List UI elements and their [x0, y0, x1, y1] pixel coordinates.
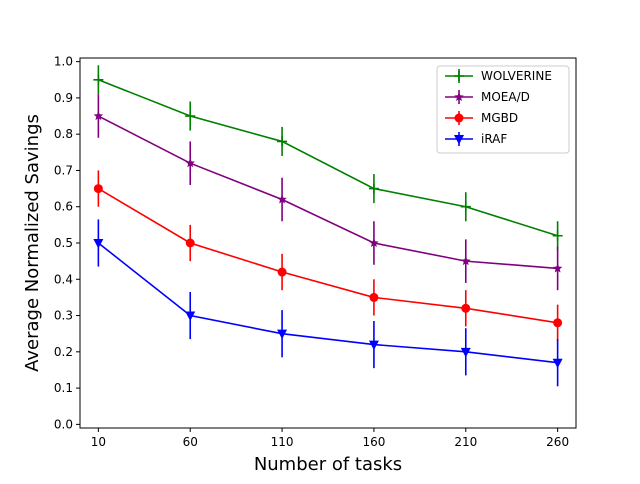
x-tick-label: 260 [546, 435, 569, 449]
series-moea-d [93, 94, 563, 291]
series-iraf [93, 219, 563, 387]
y-tick-label: 0.7 [54, 163, 73, 177]
legend-label: iRAF [481, 132, 507, 146]
legend-item: MOEA/D [445, 90, 530, 104]
data-point [93, 111, 104, 121]
series-wolverine [93, 65, 563, 251]
plot-marks [93, 65, 563, 387]
y-tick-label: 0.4 [54, 272, 73, 286]
data-point [185, 311, 196, 322]
data-point [553, 318, 563, 328]
data-point [93, 184, 103, 194]
y-tick-label: 0.5 [54, 236, 73, 250]
y-tick-label: 0.1 [54, 381, 73, 395]
data-point [461, 256, 471, 266]
data-point [552, 358, 563, 369]
y-tick-label: 0.0 [54, 417, 73, 431]
data-point [185, 158, 195, 168]
data-point [93, 74, 104, 85]
x-tick-label: 110 [271, 435, 294, 449]
data-point [369, 238, 379, 248]
data-point [460, 347, 471, 358]
data-point [185, 111, 196, 122]
data-point [185, 238, 195, 248]
x-tick-label: 160 [362, 435, 385, 449]
series-line [97, 242, 558, 364]
y-tick-label: 0.9 [54, 91, 73, 105]
x-axis: 10 60 110 160 210 260 [91, 428, 569, 449]
data-point [277, 194, 287, 204]
legend-marker [454, 92, 464, 102]
legend-marker [454, 113, 464, 123]
x-tick-label: 210 [454, 435, 477, 449]
data-point [277, 136, 288, 147]
x-tick-label: 10 [91, 435, 106, 449]
data-point [368, 340, 379, 351]
chart-legend: WOLVERINE MOEA/D MGBD iRAF [436, 65, 570, 154]
data-point [368, 183, 379, 194]
series-line [98, 79, 558, 237]
series-line [98, 115, 558, 270]
legend-label: WOLVERINE [481, 69, 552, 83]
y-tick-label: 0.8 [54, 127, 73, 141]
y-tick-label: 0.6 [54, 200, 73, 214]
data-point [93, 239, 104, 249]
data-point [552, 230, 563, 241]
legend-item: MGBD [445, 111, 518, 125]
data-point [277, 329, 288, 340]
legend-label: MOEA/D [481, 90, 530, 104]
y-tick-label: 1.0 [54, 55, 73, 69]
x-tick-label: 60 [183, 435, 198, 449]
data-point [460, 201, 471, 212]
legend-item: WOLVERINE [445, 69, 552, 83]
data-point [369, 292, 379, 302]
legend-box [436, 65, 570, 154]
x-axis-label: Number of tasks [254, 454, 402, 475]
legend-marker [454, 135, 464, 145]
data-point [552, 263, 563, 273]
legend-label: MGBD [481, 111, 518, 125]
data-point [461, 303, 471, 313]
series-line [97, 187, 558, 324]
legend-marker [454, 71, 464, 81]
y-tick-label: 0.3 [54, 309, 73, 323]
legend-item: iRAF [445, 132, 507, 146]
series-mgbd [93, 170, 563, 341]
data-point [277, 267, 287, 277]
y-tick-label: 0.2 [54, 345, 73, 359]
y-axis: 0.0 0.1 0.2 0.3 0.4 0.5 0.6 0.7 0.8 0.9 1.0 [54, 55, 80, 431]
y-axis-label: Average Normalized Savings [22, 114, 43, 372]
